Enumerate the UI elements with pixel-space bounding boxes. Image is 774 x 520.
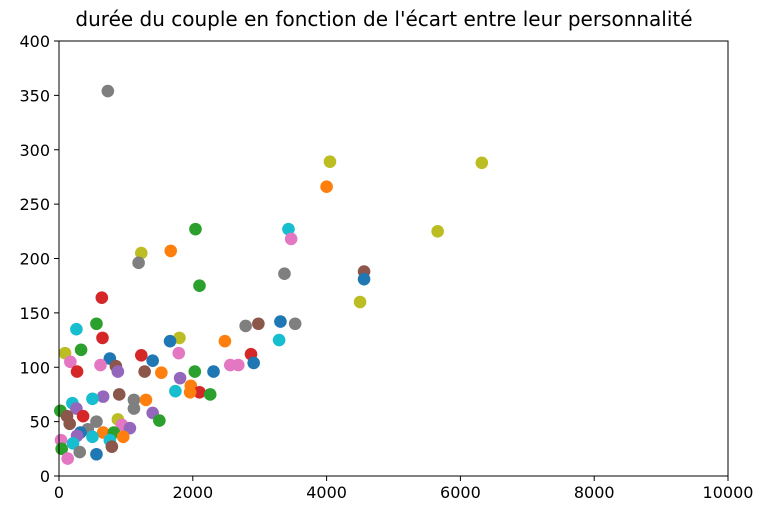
data-point bbox=[134, 348, 148, 362]
data-point bbox=[193, 279, 206, 292]
data-point bbox=[320, 180, 333, 194]
data-point bbox=[353, 295, 367, 309]
data-point bbox=[134, 246, 148, 260]
data-point bbox=[323, 155, 337, 169]
x-tick-label: 6000 bbox=[440, 483, 481, 502]
axis-ticks: 0 2000 4000 6000 8000 10000 0 50 100 150 200 250 300… bbox=[19, 32, 753, 502]
data-point bbox=[155, 366, 168, 379]
y-tick-label: 350 bbox=[19, 86, 50, 105]
data-point bbox=[163, 334, 177, 348]
data-point bbox=[94, 358, 107, 372]
data-point bbox=[282, 222, 295, 236]
data-point bbox=[239, 319, 252, 333]
data-point bbox=[193, 385, 206, 399]
data-point bbox=[146, 354, 159, 368]
data-point bbox=[274, 315, 287, 328]
x-tick-label: 4000 bbox=[306, 483, 347, 502]
data-point bbox=[169, 384, 182, 398]
data-point bbox=[252, 317, 265, 331]
y-tick-label: 300 bbox=[19, 141, 50, 160]
y-tick-label: 50 bbox=[30, 413, 50, 432]
data-point bbox=[90, 447, 103, 461]
data-point bbox=[189, 222, 202, 236]
data-point bbox=[86, 430, 99, 444]
chart-title: durée du couple en fonction de l'écart e… bbox=[75, 7, 692, 31]
data-point bbox=[61, 452, 74, 465]
data-point bbox=[357, 272, 371, 286]
data-point bbox=[105, 440, 119, 453]
data-point bbox=[66, 437, 80, 450]
data-point bbox=[132, 256, 145, 270]
data-point bbox=[123, 421, 137, 435]
data-point bbox=[284, 232, 298, 246]
data-points bbox=[54, 84, 489, 465]
data-point bbox=[207, 365, 220, 378]
data-point bbox=[127, 402, 141, 415]
data-point bbox=[153, 414, 166, 427]
data-point bbox=[90, 317, 103, 331]
data-point bbox=[203, 388, 217, 401]
data-point bbox=[63, 417, 77, 431]
data-point bbox=[278, 267, 291, 281]
y-tick-label: 250 bbox=[19, 195, 50, 214]
y-tick-label: 0 bbox=[40, 467, 50, 486]
data-point bbox=[86, 392, 99, 406]
data-point bbox=[76, 409, 90, 423]
data-point bbox=[74, 343, 88, 357]
x-tick-label: 0 bbox=[54, 483, 64, 502]
data-point bbox=[95, 291, 109, 304]
x-tick-label: 10000 bbox=[703, 483, 754, 502]
data-point bbox=[101, 84, 115, 98]
data-point bbox=[116, 430, 130, 444]
data-point bbox=[138, 365, 151, 378]
data-point bbox=[247, 356, 260, 370]
data-point bbox=[475, 156, 489, 170]
data-point bbox=[64, 355, 77, 369]
data-point bbox=[272, 333, 286, 347]
data-point bbox=[188, 365, 202, 378]
x-tick-label: 2000 bbox=[172, 483, 213, 502]
data-point bbox=[70, 322, 83, 336]
data-point bbox=[218, 334, 232, 348]
data-point bbox=[164, 244, 178, 258]
data-point bbox=[73, 445, 87, 459]
data-point bbox=[288, 317, 302, 331]
y-tick-label: 400 bbox=[19, 32, 50, 51]
data-point bbox=[172, 346, 186, 360]
data-point bbox=[112, 388, 126, 401]
data-point bbox=[231, 358, 245, 372]
data-point bbox=[96, 390, 110, 403]
data-point bbox=[431, 225, 444, 238]
y-tick-label: 100 bbox=[19, 358, 50, 377]
x-tick-label: 8000 bbox=[574, 483, 615, 502]
y-tick-label: 150 bbox=[19, 304, 50, 323]
data-point bbox=[90, 415, 103, 428]
data-point bbox=[127, 393, 141, 407]
data-point bbox=[139, 393, 153, 407]
data-point bbox=[111, 365, 125, 378]
plot-frame bbox=[58, 40, 729, 477]
data-point bbox=[70, 365, 84, 378]
y-tick-label: 200 bbox=[19, 250, 50, 269]
data-point bbox=[173, 371, 187, 385]
data-point bbox=[183, 385, 197, 399]
data-point bbox=[96, 331, 109, 345]
